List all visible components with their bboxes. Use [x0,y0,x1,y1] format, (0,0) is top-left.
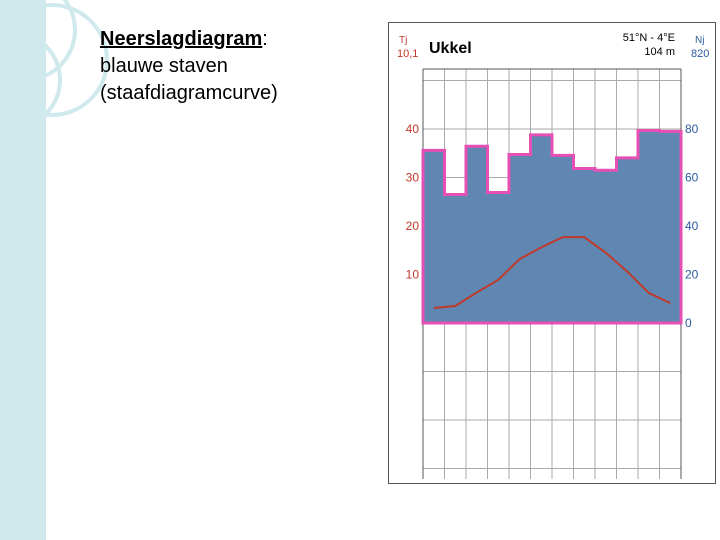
precip-bars [423,130,681,323]
explanation-line2: blauwe staven [100,55,228,77]
svg-text:Nj: Nj [695,35,704,46]
svg-text:104 m: 104 m [644,46,675,58]
svg-text:10,1: 10,1 [397,48,418,60]
svg-text:40: 40 [406,122,420,136]
svg-text:20: 20 [406,219,420,233]
svg-text:10: 10 [406,268,420,282]
explanation-line3: (staafdiagramcurve) [100,82,278,104]
svg-text:Ukkel: Ukkel [429,40,472,57]
svg-text:51°N - 4°E: 51°N - 4°E [623,32,675,44]
climograph-svg: Tj 10,1 Ukkel 51°N - 4°E 104 m Nj 820 10 20 30 40 0… [389,23,715,483]
svg-text:60: 60 [685,171,699,185]
svg-text:Tj: Tj [399,35,407,46]
svg-text:0: 0 [685,316,692,330]
svg-text:820: 820 [691,48,709,60]
svg-text:40: 40 [685,219,699,233]
svg-text:20: 20 [685,268,699,282]
climograph: Tj 10,1 Ukkel 51°N - 4°E 104 m Nj 820 10 20 30 40 0… [388,22,716,484]
explanation-text: Neerslagdiagram: blauwe staven (staafdia… [100,26,360,107]
svg-text:30: 30 [406,171,420,185]
svg-text:80: 80 [685,122,699,136]
decorative-rings [0,0,110,130]
explanation-title: Neerslagdiagram [100,28,262,50]
